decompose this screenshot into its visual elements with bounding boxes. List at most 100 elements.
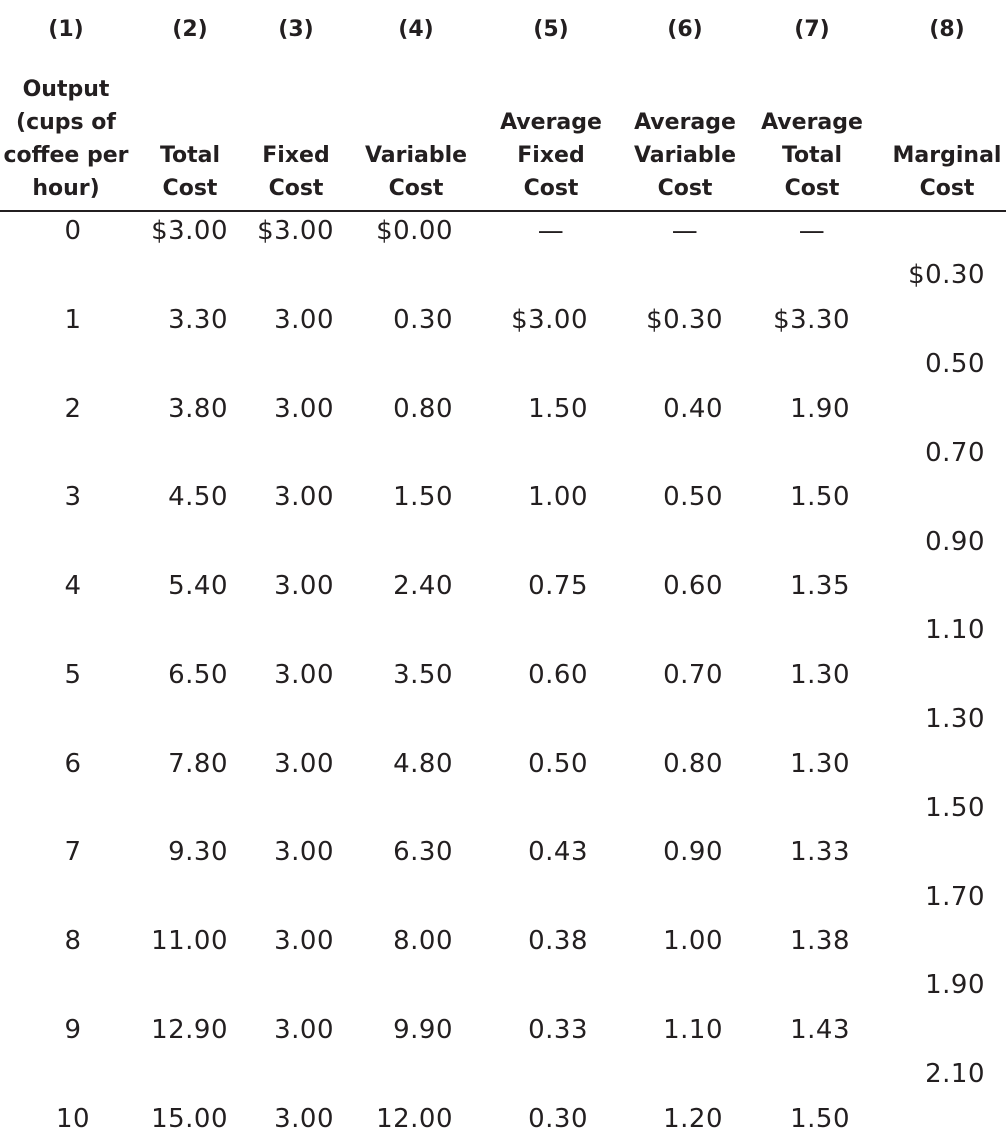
cell-marginal-cost: 0.50 — [925, 349, 985, 380]
cell-total-cost: $3.00 — [151, 216, 228, 246]
column-title-line: Total — [159, 143, 221, 168]
cell-total-cost: 5.40 — [168, 571, 228, 601]
cell-variable-cost: 1.50 — [393, 482, 453, 513]
column-number-average-variable-cost: (6) — [667, 17, 703, 42]
cell-atc: 1.38 — [790, 926, 850, 956]
column-title-line: Marginal — [892, 143, 1002, 168]
cell-marginal-cost: $0.30 — [908, 260, 985, 291]
cell-afc: 1.50 — [528, 393, 588, 424]
cell-afc: 0.30 — [528, 1103, 588, 1134]
cell-total-cost: 3.80 — [168, 393, 228, 424]
cell-atc: 1.43 — [790, 1014, 850, 1045]
cell-marginal-cost: 2.10 — [925, 1059, 985, 1090]
cell-total-cost: 9.30 — [168, 837, 228, 868]
cell-avc: $0.30 — [646, 304, 723, 335]
column-title-line: Output — [22, 77, 110, 102]
cell-avc: 1.00 — [663, 926, 723, 956]
cell-fixed-cost: 3.00 — [274, 1014, 334, 1045]
column-title-line: Cost — [523, 176, 579, 201]
column-title-line: hour) — [32, 176, 100, 201]
cell-output: 4 — [64, 571, 82, 601]
column-title-line: Cost — [388, 176, 444, 201]
column-title-marginal-cost: Marginal Cost — [893, 139, 1002, 205]
cell-marginal-cost: 1.10 — [925, 615, 985, 646]
cell-marginal-cost: 0.90 — [925, 526, 985, 557]
cell-fixed-cost: 3.00 — [274, 393, 334, 424]
cell-afc: 1.00 — [528, 482, 588, 513]
cell-variable-cost: 6.30 — [393, 837, 453, 868]
cell-variable-cost: 2.40 — [393, 571, 453, 601]
cell-fixed-cost: 3.00 — [274, 482, 334, 513]
cell-fixed-cost: 3.00 — [274, 748, 334, 779]
cell-fixed-cost: 3.00 — [274, 926, 334, 956]
cell-output: 5 — [64, 659, 82, 690]
cell-afc: 0.60 — [528, 659, 588, 690]
cell-marginal-cost: 1.50 — [925, 792, 985, 823]
column-number-variable-cost: (4) — [398, 17, 434, 42]
cell-atc: 1.33 — [790, 837, 850, 868]
column-title-line: Cost — [919, 176, 975, 201]
cell-avc: 1.20 — [663, 1103, 723, 1134]
cell-output: 0 — [64, 216, 82, 246]
cell-fixed-cost: $3.00 — [257, 216, 334, 246]
cell-atc: 1.30 — [790, 659, 850, 690]
column-number-average-fixed-cost: (5) — [533, 17, 569, 42]
cell-total-cost: 4.50 — [168, 482, 228, 513]
column-title-line: Variable — [633, 143, 737, 168]
column-title-variable-cost: Variable Cost — [365, 139, 467, 205]
cell-variable-cost: 0.30 — [393, 304, 453, 335]
cell-avc: 0.40 — [663, 393, 723, 424]
header-rule — [0, 210, 1006, 212]
cell-avc-dash: — — [671, 216, 699, 246]
column-title-line: Cost — [162, 176, 218, 201]
column-title-line: Average — [634, 110, 736, 135]
cell-output: 2 — [64, 393, 82, 424]
cell-fixed-cost: 3.00 — [274, 659, 334, 690]
cell-afc: 0.43 — [528, 837, 588, 868]
cell-atc-dash: — — [798, 216, 826, 246]
cell-output: 6 — [64, 748, 82, 779]
cell-fixed-cost: 3.00 — [274, 304, 334, 335]
column-number-total-cost: (2) — [172, 17, 208, 42]
cell-atc: $3.30 — [773, 304, 850, 335]
cell-avc: 0.60 — [663, 571, 723, 601]
cell-marginal-cost: 1.30 — [925, 704, 985, 735]
cell-fixed-cost: 3.00 — [274, 1103, 334, 1134]
cell-afc-dash: — — [537, 216, 565, 246]
cell-afc: $3.00 — [511, 304, 588, 335]
column-number-average-total-cost: (7) — [794, 17, 830, 42]
cell-afc: 0.33 — [528, 1014, 588, 1045]
column-number-fixed-cost: (3) — [278, 17, 314, 42]
column-title-average-variable-cost: Average Variable Cost — [634, 106, 736, 205]
cell-variable-cost: 3.50 — [393, 659, 453, 690]
cell-variable-cost: $0.00 — [376, 216, 453, 246]
cell-total-cost: 3.30 — [168, 304, 228, 335]
cell-fixed-cost: 3.00 — [274, 571, 334, 601]
cell-total-cost: 11.00 — [151, 926, 228, 956]
cell-variable-cost: 8.00 — [393, 926, 453, 956]
column-title-line: Average — [761, 110, 863, 135]
column-number-marginal-cost: (8) — [929, 17, 965, 42]
column-title-line: coffee per — [3, 143, 129, 168]
cell-avc: 0.50 — [663, 482, 723, 513]
cell-afc: 0.38 — [528, 926, 588, 956]
cell-output: 8 — [64, 926, 82, 956]
cell-output: 3 — [64, 482, 82, 513]
column-title-average-total-cost: Average Total Cost — [761, 106, 863, 205]
cell-atc: 1.90 — [790, 393, 850, 424]
cell-output: 10 — [55, 1103, 91, 1134]
column-title-line: Total — [781, 143, 843, 168]
cell-output: 9 — [64, 1014, 82, 1045]
cell-total-cost: 15.00 — [151, 1103, 228, 1134]
column-title-line: Average — [500, 110, 602, 135]
cell-marginal-cost: 1.90 — [925, 970, 985, 1001]
cell-variable-cost: 4.80 — [393, 748, 453, 779]
cell-avc: 0.90 — [663, 837, 723, 868]
cell-marginal-cost: 0.70 — [925, 437, 985, 468]
column-title-line: Variable — [364, 143, 468, 168]
column-title-total-cost: Total Cost — [160, 139, 220, 205]
cell-atc: 1.35 — [790, 571, 850, 601]
column-number-output: (1) — [48, 17, 84, 42]
cell-variable-cost: 12.00 — [376, 1103, 453, 1134]
